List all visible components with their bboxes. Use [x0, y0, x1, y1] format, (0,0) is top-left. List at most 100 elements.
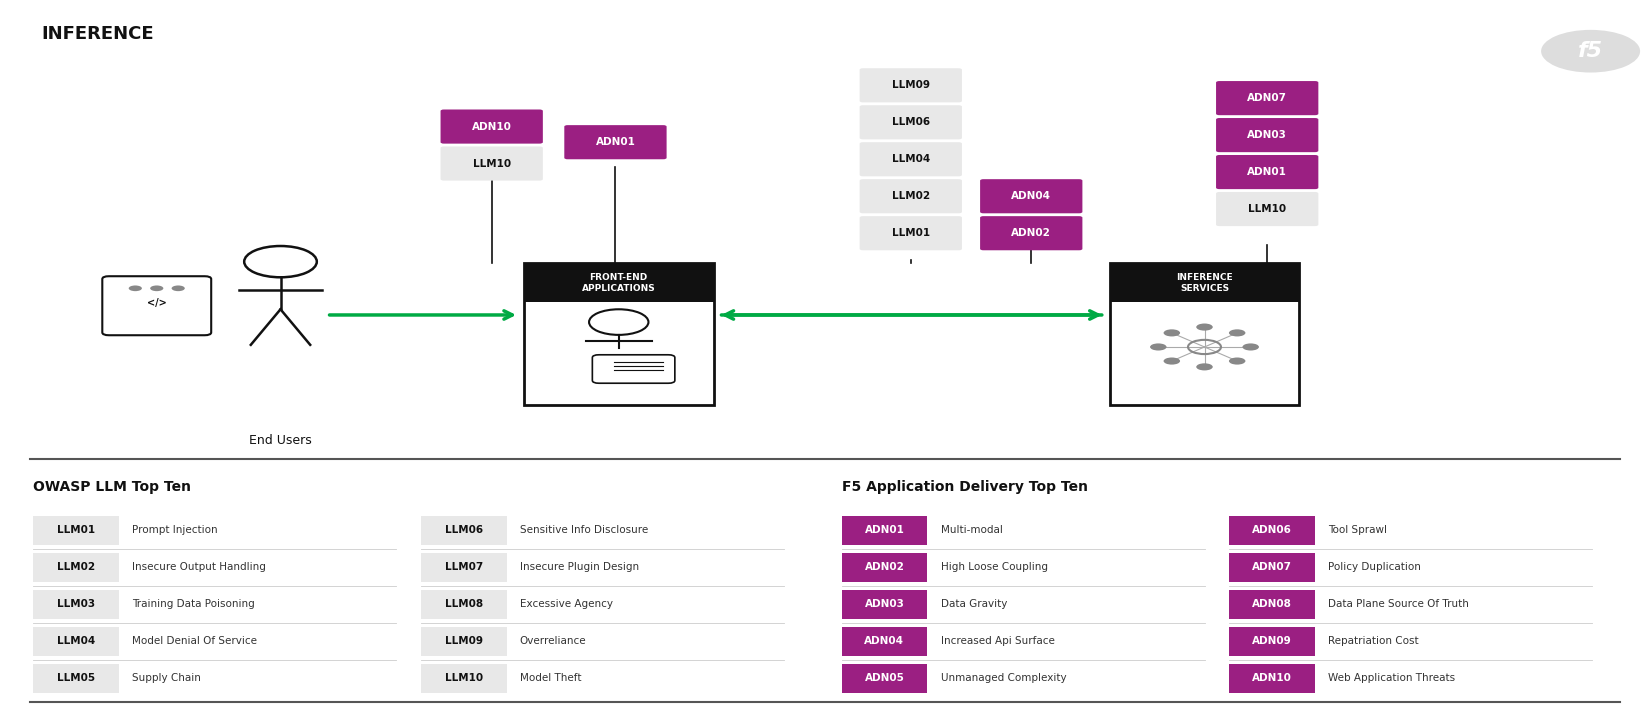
Text: ADN08: ADN08: [1252, 599, 1292, 609]
Text: ADN03: ADN03: [865, 599, 904, 609]
Text: Sensitive Info Disclosure: Sensitive Info Disclosure: [520, 525, 648, 535]
FancyBboxPatch shape: [980, 179, 1082, 213]
Text: LLM10: LLM10: [472, 159, 512, 169]
Bar: [525, 263, 713, 405]
Circle shape: [1229, 329, 1246, 336]
Bar: [1229, 516, 1315, 545]
Text: LLM03: LLM03: [56, 599, 96, 609]
Bar: [421, 553, 507, 582]
FancyBboxPatch shape: [1216, 155, 1318, 189]
Text: Overreliance: Overreliance: [520, 636, 586, 646]
Text: ADN02: ADN02: [865, 562, 904, 572]
Bar: [33, 553, 119, 582]
Text: LLM02: LLM02: [891, 191, 931, 201]
Circle shape: [1163, 358, 1180, 365]
FancyBboxPatch shape: [860, 179, 962, 213]
FancyBboxPatch shape: [860, 142, 962, 176]
Text: Excessive Agency: Excessive Agency: [520, 599, 612, 609]
Circle shape: [1229, 358, 1246, 365]
Text: LLM06: LLM06: [444, 525, 483, 535]
Bar: [525, 263, 713, 302]
FancyBboxPatch shape: [860, 68, 962, 102]
Text: ADN04: ADN04: [1011, 191, 1051, 201]
Circle shape: [1242, 343, 1259, 351]
Text: ADN10: ADN10: [472, 122, 512, 132]
Text: Unmanaged Complexity: Unmanaged Complexity: [940, 673, 1066, 683]
Bar: [1109, 263, 1300, 405]
Text: LLM01: LLM01: [891, 228, 931, 238]
Circle shape: [1196, 363, 1213, 370]
Circle shape: [150, 285, 163, 292]
Bar: [1229, 590, 1315, 619]
Bar: [1229, 627, 1315, 656]
Text: Insecure Output Handling: Insecure Output Handling: [132, 562, 266, 572]
Text: INFERENCE: INFERENCE: [41, 25, 153, 43]
Text: LLM01: LLM01: [56, 525, 96, 535]
Text: Model Denial Of Service: Model Denial Of Service: [132, 636, 257, 646]
Text: LLM09: LLM09: [444, 636, 483, 646]
Bar: [33, 516, 119, 545]
Bar: [33, 627, 119, 656]
Bar: [421, 627, 507, 656]
Bar: [842, 516, 927, 545]
Text: F5 Application Delivery Top Ten: F5 Application Delivery Top Ten: [842, 480, 1087, 494]
Bar: [421, 590, 507, 619]
Text: OWASP LLM Top Ten: OWASP LLM Top Ten: [33, 480, 191, 494]
Circle shape: [1150, 343, 1167, 351]
Circle shape: [172, 285, 185, 292]
Text: ADN01: ADN01: [596, 137, 635, 147]
FancyBboxPatch shape: [860, 105, 962, 139]
FancyBboxPatch shape: [1216, 81, 1318, 115]
Text: FRONT-END
APPLICATIONS: FRONT-END APPLICATIONS: [582, 272, 655, 293]
Text: Data Gravity: Data Gravity: [940, 599, 1006, 609]
Circle shape: [129, 285, 142, 292]
Bar: [421, 516, 507, 545]
Circle shape: [1196, 324, 1213, 331]
Text: ADN07: ADN07: [1252, 562, 1292, 572]
FancyBboxPatch shape: [980, 216, 1082, 250]
Bar: [842, 627, 927, 656]
FancyBboxPatch shape: [860, 216, 962, 250]
Bar: [842, 553, 927, 582]
Bar: [1229, 553, 1315, 582]
Text: High Loose Coupling: High Loose Coupling: [940, 562, 1048, 572]
Text: </>: </>: [147, 298, 167, 308]
Bar: [1109, 263, 1300, 302]
FancyBboxPatch shape: [1216, 192, 1318, 226]
Text: Increased Api Surface: Increased Api Surface: [940, 636, 1054, 646]
Text: LLM09: LLM09: [891, 80, 931, 90]
Bar: [421, 664, 507, 693]
Text: INFERENCE
SERVICES: INFERENCE SERVICES: [1176, 272, 1233, 293]
Text: LLM05: LLM05: [56, 673, 96, 683]
Text: LLM10: LLM10: [444, 673, 483, 683]
Text: Model Theft: Model Theft: [520, 673, 581, 683]
Text: ADN05: ADN05: [865, 673, 904, 683]
Text: Data Plane Source Of Truth: Data Plane Source Of Truth: [1328, 599, 1468, 609]
Text: LLM04: LLM04: [56, 636, 96, 646]
FancyBboxPatch shape: [564, 125, 667, 159]
Circle shape: [1541, 30, 1640, 73]
Text: Repatriation Cost: Repatriation Cost: [1328, 636, 1419, 646]
Text: ADN03: ADN03: [1247, 130, 1287, 140]
Text: f5: f5: [1577, 41, 1604, 61]
Bar: [33, 664, 119, 693]
Text: ADN07: ADN07: [1247, 93, 1287, 103]
Text: ADN01: ADN01: [865, 525, 904, 535]
Text: ADN10: ADN10: [1252, 673, 1292, 683]
FancyBboxPatch shape: [441, 146, 543, 181]
Text: Prompt Injection: Prompt Injection: [132, 525, 218, 535]
FancyBboxPatch shape: [102, 276, 211, 335]
Text: ADN02: ADN02: [1011, 228, 1051, 238]
Text: Web Application Threats: Web Application Threats: [1328, 673, 1455, 683]
FancyBboxPatch shape: [1216, 118, 1318, 152]
Bar: [842, 664, 927, 693]
Text: LLM10: LLM10: [1247, 204, 1287, 214]
Text: ADN04: ADN04: [865, 636, 904, 646]
Text: Insecure Plugin Design: Insecure Plugin Design: [520, 562, 639, 572]
Text: Tool Sprawl: Tool Sprawl: [1328, 525, 1388, 535]
Text: ADN06: ADN06: [1252, 525, 1292, 535]
Text: ADN01: ADN01: [1247, 167, 1287, 177]
Bar: [33, 590, 119, 619]
Text: Policy Duplication: Policy Duplication: [1328, 562, 1421, 572]
Bar: [842, 590, 927, 619]
